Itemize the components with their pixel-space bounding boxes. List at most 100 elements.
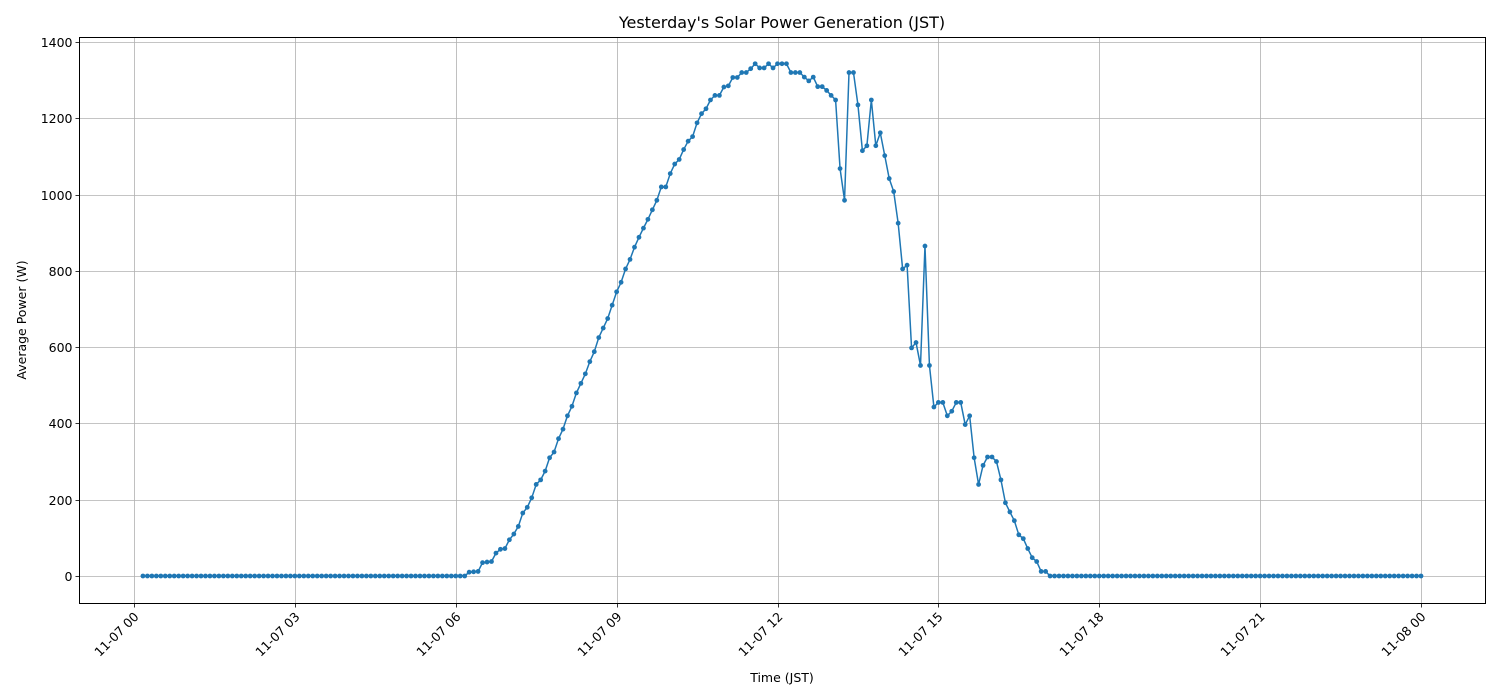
data-point-marker [305,573,311,579]
data-point-marker [1038,569,1044,574]
data-point-marker [681,147,687,152]
data-point-marker [1154,573,1160,579]
data-point-marker [614,289,620,295]
data-point-marker [310,573,316,579]
data-point-marker [770,65,776,71]
data-point-marker [363,573,369,579]
data-point-marker [1387,573,1393,579]
data-point-marker [229,573,235,579]
data-point-marker [1020,536,1026,542]
data-point-marker [940,400,946,405]
data-point-marker [1137,573,1142,579]
data-point-marker [453,573,459,579]
data-point-marker [1306,573,1312,579]
data-point-marker [207,573,213,579]
y-tick-label: 1000 [41,188,73,203]
data-point-marker [976,482,981,487]
data-point-marker [891,189,897,194]
data-point-marker [591,349,597,355]
data-point-marker [636,234,642,240]
data-point-marker [189,573,195,579]
data-point-marker [1078,573,1084,579]
data-point-marker [1257,573,1263,579]
data-point-marker [1181,573,1187,579]
data-point-marker [1271,573,1276,579]
data-point-marker [739,70,745,75]
y-tick-label: 400 [49,416,73,431]
data-point-marker [341,573,347,579]
data-point-marker [757,65,763,71]
data-point-marker [1092,573,1098,579]
data-point-marker [761,65,767,71]
data-point-marker [140,573,146,579]
data-point-marker [596,335,602,341]
data-point-marker [1405,573,1410,579]
data-point-marker [1003,500,1008,506]
data-point-marker [1070,573,1075,579]
data-point-marker [1208,573,1214,579]
data-point-marker [846,70,852,75]
data-point-marker [1418,573,1424,579]
data-point-marker [524,504,530,510]
data-point-marker [1034,559,1040,564]
data-point-marker [632,244,637,250]
data-point-marker [904,262,910,268]
data-point-marker [944,413,950,419]
axes-frame [79,37,1486,604]
y-axis-label: Average Power (W) [14,260,29,379]
data-point-marker [1168,573,1174,579]
data-point-marker [784,61,789,67]
data-point-marker [547,455,552,461]
data-point-marker [296,573,302,579]
data-point-marker [730,75,736,80]
data-point-marker [359,573,365,579]
data-point-marker [426,573,432,579]
data-point-marker [274,573,280,579]
data-point-marker [766,61,771,67]
data-point-marker [1016,532,1022,538]
data-point-marker [439,573,445,579]
data-point-marker [1096,573,1102,579]
data-point-marker [725,83,731,89]
data-point-marker [1293,573,1299,579]
data-series [140,61,1424,579]
data-point-marker [448,573,454,579]
data-point-marker [1409,573,1415,579]
y-tick-label: 800 [49,264,73,279]
data-point-marker [851,70,856,75]
data-point-marker [1141,573,1147,579]
data-point-marker [372,573,378,579]
data-point-marker [641,225,646,231]
data-point-marker [886,176,892,181]
data-point-marker [837,166,843,172]
data-point-marker [1163,573,1169,579]
data-point-marker [1230,573,1236,579]
data-point-marker [699,111,704,117]
data-point-marker [185,573,191,579]
data-point-marker [493,550,499,556]
data-point-marker [292,573,298,579]
data-point-marker [171,573,177,579]
data-point-marker [220,573,226,579]
data-point-marker [953,400,959,405]
data-point-marker [1065,573,1071,579]
data-point-marker [1329,573,1335,579]
data-point-marker [649,207,655,213]
data-point-marker [319,573,325,579]
data-point-marker [672,161,678,167]
data-point-marker [1347,573,1352,579]
data-point-marker [162,573,168,579]
data-point-marker [752,61,758,67]
data-point-marker [627,257,633,262]
data-point-marker [734,75,740,80]
data-point-marker [560,426,566,432]
y-tick-label: 0 [65,569,73,584]
data-point-marker [484,559,490,565]
data-point-marker [377,573,383,579]
data-point-marker [703,106,709,112]
data-point-marker [538,477,544,483]
data-point-marker [676,157,682,162]
data-point-marker [270,573,275,579]
data-point-marker [265,573,271,579]
